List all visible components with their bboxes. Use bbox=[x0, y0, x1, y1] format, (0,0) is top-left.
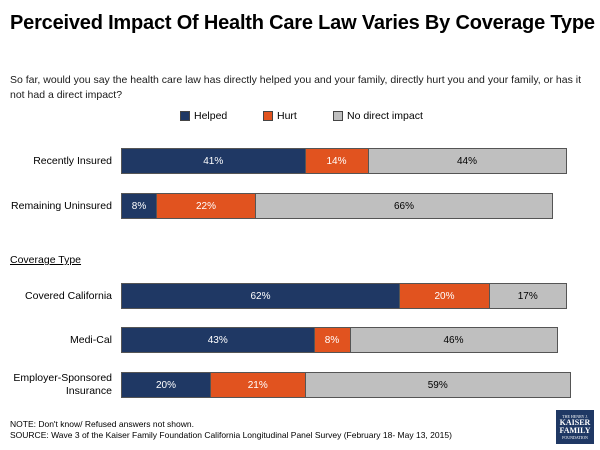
bar-remaining-uninsured: 8% 22% 66% bbox=[121, 193, 553, 219]
bar-segment-hurt-employer-sponsored-insurance: 21% bbox=[211, 372, 306, 398]
legend-label-helped: Helped bbox=[194, 110, 228, 122]
legend-swatch-helped bbox=[180, 111, 190, 121]
bar-medi-cal: 43% 8% 46% bbox=[121, 327, 558, 353]
legend-label-hurt: Hurt bbox=[277, 110, 297, 122]
row-label-recently-insured: Recently Insured bbox=[33, 154, 112, 167]
bar-segment-no-direct-impact-covered-california: 17% bbox=[490, 283, 567, 309]
data-label: 8% bbox=[324, 334, 340, 346]
row-label-covered-california: Covered California bbox=[25, 289, 112, 302]
footer-source: SOURCE: Wave 3 of the Kaiser Family Foun… bbox=[10, 430, 452, 440]
legend-label-no-direct-impact: No direct impact bbox=[347, 110, 423, 122]
bar-segment-no-direct-impact-employer-sponsored-insurance: 59% bbox=[305, 372, 571, 398]
data-label: 20% bbox=[434, 290, 455, 302]
legend-swatch-hurt bbox=[263, 111, 273, 121]
chart-title: Perceived Impact Of Health Care Law Vari… bbox=[10, 12, 595, 34]
kff-logo: THE HENRY J. KAISER FAMILY FOUNDATION bbox=[556, 410, 594, 444]
bar-segment-hurt-medi-cal: 8% bbox=[314, 327, 351, 353]
data-label: 20% bbox=[155, 379, 176, 391]
legend-item-hurt: Hurt bbox=[263, 110, 297, 122]
footer-note: NOTE: Don't know/ Refused answers not sh… bbox=[10, 419, 194, 429]
data-label: 46% bbox=[443, 334, 464, 346]
bar-recently-insured: 41% 14% 44% bbox=[121, 148, 567, 174]
data-label: 21% bbox=[247, 379, 268, 391]
data-label: 62% bbox=[250, 290, 271, 302]
bar-segment-helped-medi-cal: 43% bbox=[121, 327, 315, 353]
bar-segment-helped-recently-insured: 41% bbox=[121, 148, 306, 174]
data-label: 43% bbox=[207, 334, 228, 346]
survey-question: So far, would you say the health care la… bbox=[10, 74, 581, 101]
bar-employer-sponsored-insurance: 20% 21% 59% bbox=[121, 372, 571, 398]
row-label-remaining-uninsured: Remaining Uninsured bbox=[11, 199, 112, 212]
row-label-employer-sponsored-insurance: Employer-Sponsored Insurance bbox=[13, 372, 112, 397]
bar-covered-california: 62% 20% 17% bbox=[121, 283, 567, 309]
bar-segment-hurt-recently-insured: 14% bbox=[305, 148, 369, 174]
legend: Helped Hurt No direct impact bbox=[0, 110, 600, 124]
data-label: 66% bbox=[393, 200, 414, 212]
data-label: 14% bbox=[326, 155, 347, 167]
data-label: 22% bbox=[195, 200, 216, 212]
bar-segment-helped-employer-sponsored-insurance: 20% bbox=[121, 372, 211, 398]
data-label: 59% bbox=[427, 379, 448, 391]
data-label: 8% bbox=[131, 200, 147, 212]
footer: NOTE: Don't know/ Refused answers not sh… bbox=[10, 419, 452, 441]
data-label: 17% bbox=[517, 290, 538, 302]
bar-segment-no-direct-impact-recently-insured: 44% bbox=[368, 148, 567, 174]
bar-segment-no-direct-impact-remaining-uninsured: 66% bbox=[256, 193, 553, 219]
legend-item-no-direct-impact: No direct impact bbox=[333, 110, 423, 122]
bar-segment-hurt-covered-california: 20% bbox=[400, 283, 490, 309]
bar-segment-helped-covered-california: 62% bbox=[121, 283, 400, 309]
data-label: 41% bbox=[203, 155, 224, 167]
bar-segment-helped-remaining-uninsured: 8% bbox=[121, 193, 157, 219]
data-label: 44% bbox=[456, 155, 477, 167]
bar-segment-no-direct-impact-medi-cal: 46% bbox=[350, 327, 558, 353]
legend-item-helped: Helped bbox=[180, 110, 227, 122]
legend-swatch-no-direct-impact bbox=[333, 111, 343, 121]
section-label-coverage-type: Coverage Type bbox=[10, 254, 82, 266]
bar-segment-hurt-remaining-uninsured: 22% bbox=[157, 193, 256, 219]
row-label-medi-cal: Medi-Cal bbox=[69, 333, 112, 346]
